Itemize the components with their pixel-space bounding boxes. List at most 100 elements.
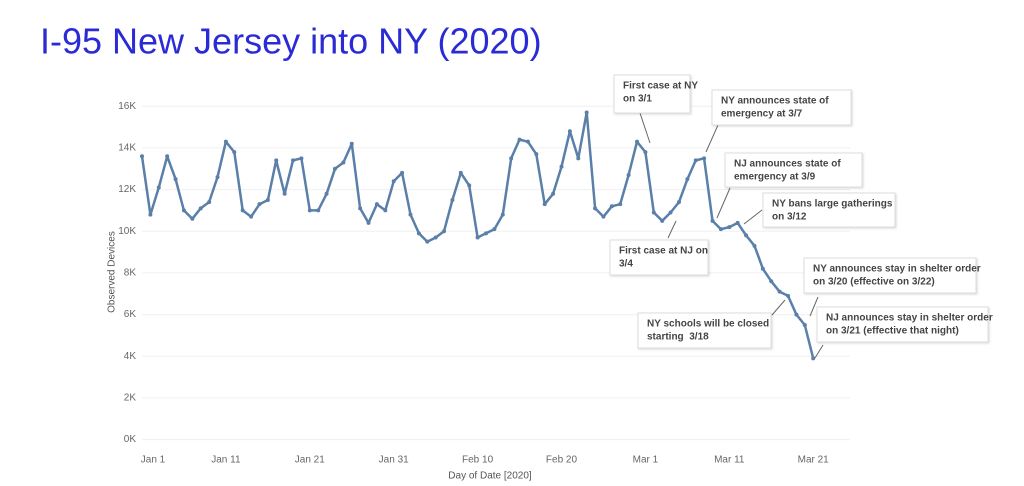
y-tick-label: 8K bbox=[124, 268, 137, 279]
data-point bbox=[450, 198, 455, 202]
y-tick-label: 12K bbox=[118, 184, 136, 195]
data-point bbox=[383, 208, 388, 213]
data-point bbox=[651, 210, 656, 215]
data-point bbox=[274, 158, 279, 163]
annotation: NJ announces state of emergency at 3/9 bbox=[724, 152, 863, 188]
data-point bbox=[416, 231, 421, 236]
data-point bbox=[794, 312, 799, 317]
annotation: First case at NY on 3/1 bbox=[613, 74, 698, 114]
annotation-text: on 3/1 bbox=[623, 94, 652, 105]
annotation-text: emergency at 3/9 bbox=[734, 172, 816, 183]
data-point bbox=[752, 243, 757, 248]
y-axis-title: Observed Devices bbox=[107, 231, 118, 313]
annotation-box bbox=[637, 312, 772, 349]
data-point bbox=[601, 214, 606, 219]
data-point bbox=[249, 214, 254, 219]
annotation: NY announces state of emergency at 3/7 bbox=[711, 89, 852, 126]
data-point bbox=[693, 158, 698, 163]
annotation-leader bbox=[639, 112, 651, 144]
data-point bbox=[332, 166, 337, 171]
data-point bbox=[156, 185, 161, 190]
x-tick-label: Mar 21 bbox=[798, 455, 830, 466]
data-point bbox=[559, 164, 564, 169]
data-point bbox=[551, 191, 556, 196]
y-tick-label: 4K bbox=[124, 351, 137, 362]
data-point bbox=[282, 191, 287, 196]
data-point bbox=[576, 156, 581, 161]
annotation: NJ announces stay in shelter order on 3/2… bbox=[816, 306, 993, 343]
annotation: NY announces stay in shelter order on 3/2… bbox=[803, 257, 981, 294]
annotation-leader bbox=[771, 299, 786, 316]
x-tick-label: Mar 1 bbox=[633, 455, 659, 466]
data-point bbox=[584, 110, 589, 115]
annotation-leader bbox=[667, 220, 677, 239]
data-point bbox=[232, 150, 237, 155]
data-point bbox=[165, 154, 170, 159]
data-point bbox=[509, 156, 514, 161]
data-point bbox=[660, 218, 665, 223]
data-point bbox=[492, 227, 497, 232]
data-point bbox=[408, 212, 413, 217]
data-point bbox=[676, 200, 681, 205]
y-tick-label: 14K bbox=[118, 143, 136, 154]
data-point bbox=[265, 198, 270, 202]
annotation-text: starting 3/18 bbox=[647, 332, 709, 343]
data-point bbox=[685, 177, 690, 182]
annotation-leader bbox=[743, 209, 763, 225]
data-point bbox=[299, 156, 304, 161]
x-tick-label: Jan 1 bbox=[141, 455, 166, 466]
annotation-text: NJ announces state of bbox=[734, 159, 841, 170]
x-tick-label: Jan 11 bbox=[211, 455, 241, 466]
data-point bbox=[542, 202, 547, 207]
data-point bbox=[718, 227, 723, 232]
data-point bbox=[257, 202, 262, 207]
data-point bbox=[567, 129, 572, 134]
annotation-text: First case at NJ on bbox=[619, 246, 708, 257]
annotation-box bbox=[803, 257, 977, 294]
annotation-text: 3/4 bbox=[619, 259, 633, 270]
data-point bbox=[307, 208, 312, 213]
data-point bbox=[374, 202, 379, 207]
data-point bbox=[433, 235, 438, 240]
y-tick-label: 10K bbox=[118, 226, 136, 237]
data-point bbox=[593, 206, 598, 211]
data-point bbox=[643, 150, 648, 155]
data-point bbox=[425, 239, 430, 244]
data-point bbox=[517, 137, 522, 142]
data-point bbox=[500, 212, 505, 217]
x-tick-label: Feb 10 bbox=[462, 455, 494, 466]
annotation: NY bans large gatherings on 3/12 bbox=[762, 192, 896, 228]
data-point bbox=[534, 152, 539, 157]
data-point bbox=[777, 289, 782, 294]
data-point bbox=[140, 154, 144, 159]
data-point bbox=[207, 200, 212, 205]
data-point bbox=[240, 208, 245, 213]
data-point bbox=[190, 216, 195, 221]
annotation-box bbox=[613, 74, 691, 114]
data-point bbox=[626, 173, 631, 177]
annotation-leader bbox=[705, 124, 719, 153]
annotation-leader bbox=[716, 187, 731, 219]
annotation-text: on 3/20 (effective on 3/22) bbox=[813, 277, 935, 288]
annotation-box bbox=[711, 89, 852, 126]
data-point bbox=[391, 179, 396, 184]
grid bbox=[142, 105, 850, 441]
data-point bbox=[467, 183, 472, 188]
data-point bbox=[181, 208, 186, 213]
data-point bbox=[341, 160, 346, 165]
y-tick-label: 0K bbox=[124, 434, 137, 445]
x-tick-label: Jan 21 bbox=[295, 455, 325, 466]
annotation: NY schools will be closed starting 3/18 bbox=[637, 312, 772, 349]
data-point bbox=[735, 220, 740, 225]
data-point bbox=[702, 156, 707, 161]
data-point bbox=[710, 218, 715, 223]
data-point bbox=[727, 225, 732, 230]
data-point bbox=[223, 139, 228, 144]
data-point bbox=[198, 206, 203, 211]
data-point bbox=[786, 293, 791, 298]
data-point bbox=[525, 139, 530, 144]
annotation-text: NJ announces stay in shelter order bbox=[826, 313, 993, 324]
annotation-box bbox=[609, 239, 709, 276]
data-point bbox=[769, 279, 774, 284]
